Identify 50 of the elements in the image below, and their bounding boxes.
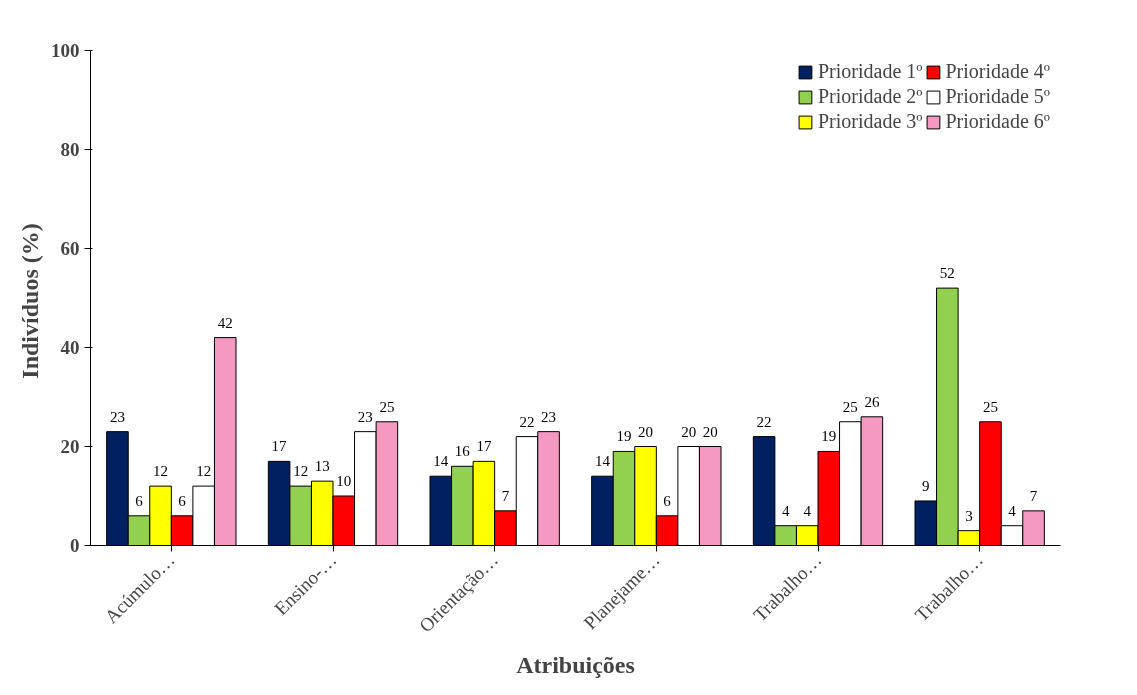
legend-label: Prioridade 5º [945, 85, 1050, 108]
data-label: 14 [594, 453, 611, 470]
y-tick-label: 60 [60, 238, 80, 259]
legend-label: Prioridade 3º [817, 110, 923, 133]
data-label: 26 [864, 393, 880, 410]
legend-label: Prioridade 1º [817, 60, 923, 83]
data-label: 25 [842, 398, 858, 415]
data-label: 10 [336, 473, 352, 489]
y-tick-label: 0 [70, 535, 80, 556]
data-label: 23 [109, 408, 125, 425]
y-axis-title: Indivíduos (%) [17, 223, 43, 379]
data-label: 12 [196, 463, 212, 480]
data-label: 12 [153, 463, 169, 480]
data-label: 42 [217, 314, 233, 331]
data-label: 4 [803, 502, 812, 519]
y-tick-label: 20 [60, 436, 80, 457]
data-label: 3 [965, 507, 973, 524]
data-label: 4 [781, 502, 790, 519]
data-label: 22 [756, 413, 772, 430]
data-label: 25 [379, 398, 395, 415]
legend-label: Prioridade 2º [817, 85, 923, 108]
data-label: 9 [922, 477, 930, 494]
y-tick-label: 40 [60, 337, 80, 358]
data-label: 17 [476, 438, 492, 455]
data-label: 16 [454, 443, 471, 460]
data-label: 19 [821, 428, 837, 445]
data-label: 6 [663, 492, 672, 509]
data-label: 6 [178, 492, 187, 509]
data-label: 23 [357, 408, 373, 425]
data-label: 14 [433, 453, 449, 470]
data-label: 13 [314, 458, 330, 475]
data-label: 4 [1008, 502, 1017, 519]
data-label: 52 [939, 265, 955, 282]
data-label: 19 [616, 428, 632, 445]
data-label: 6 [135, 492, 144, 509]
data-label: 20 [638, 423, 654, 440]
y-tick-label: 100 [51, 40, 80, 61]
data-label: 22 [519, 413, 535, 430]
data-label: 7 [1029, 487, 1038, 504]
legend-label: Prioridade 4º [945, 60, 1050, 83]
y-tick-label: 80 [60, 139, 80, 160]
data-label: 23 [541, 408, 557, 425]
data-label: 20 [702, 423, 718, 440]
data-label: 7 [501, 487, 510, 504]
data-label: 12 [293, 463, 309, 480]
data-label: 25 [982, 398, 998, 415]
data-label: 17 [271, 438, 288, 455]
x-axis-title: Atribuições [516, 651, 635, 678]
legend-label: Prioridade 6º [945, 110, 1050, 133]
data-label: 20 [681, 423, 697, 440]
